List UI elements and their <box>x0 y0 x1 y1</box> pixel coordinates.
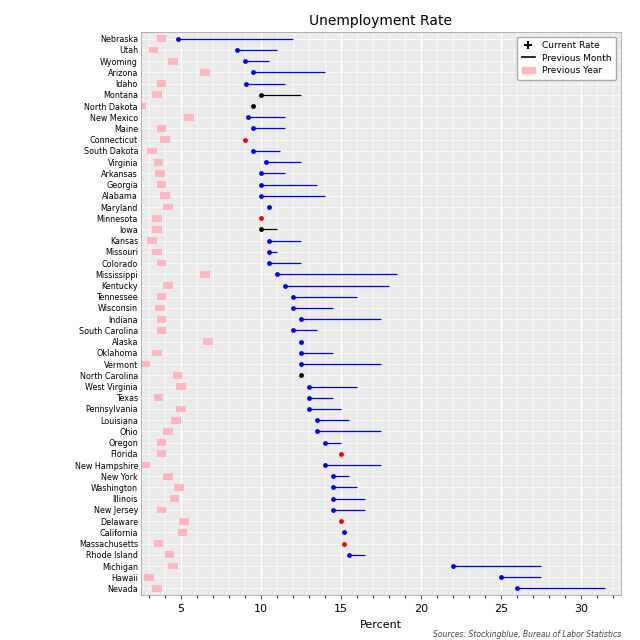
Bar <box>157 327 166 334</box>
Bar <box>184 114 193 120</box>
Bar <box>178 529 187 536</box>
Bar <box>152 226 161 233</box>
Bar <box>204 339 212 345</box>
Bar <box>160 136 170 143</box>
Bar <box>152 92 161 98</box>
Legend: Current Rate, Previous Month, Previous Year: Current Rate, Previous Month, Previous Y… <box>517 36 616 80</box>
Bar <box>152 585 161 592</box>
Bar <box>157 181 166 188</box>
X-axis label: Percent: Percent <box>360 620 402 630</box>
Bar <box>152 248 161 255</box>
Bar <box>149 47 159 53</box>
Bar <box>154 540 163 547</box>
Bar <box>141 361 150 367</box>
Bar <box>168 58 178 65</box>
Bar <box>157 507 166 513</box>
Bar <box>176 383 186 390</box>
Bar <box>157 293 166 300</box>
Bar <box>157 260 166 266</box>
Bar <box>163 282 173 289</box>
Bar <box>163 428 173 435</box>
Bar <box>157 35 166 42</box>
Bar <box>163 473 173 479</box>
Bar <box>144 574 154 580</box>
Bar <box>168 563 178 570</box>
Bar <box>172 417 180 424</box>
Bar <box>157 316 166 323</box>
Bar <box>200 69 210 76</box>
Bar <box>154 394 163 401</box>
Bar <box>154 159 163 166</box>
Text: Sources: Stockingblue, Bureau of Labor Statistics: Sources: Stockingblue, Bureau of Labor S… <box>433 630 621 639</box>
Bar <box>179 518 189 525</box>
Bar <box>157 439 166 446</box>
Bar <box>157 125 166 132</box>
Bar <box>156 305 165 311</box>
Bar <box>147 237 157 244</box>
Bar <box>147 148 157 154</box>
Bar <box>160 193 170 199</box>
Bar <box>170 495 179 502</box>
Bar <box>152 349 161 356</box>
Bar <box>136 102 146 109</box>
Bar <box>152 215 161 221</box>
Bar <box>165 552 174 558</box>
Bar <box>174 484 184 491</box>
Bar <box>141 461 150 468</box>
Bar <box>157 451 166 457</box>
Bar <box>163 204 173 211</box>
Bar <box>157 80 166 87</box>
Bar <box>173 372 182 379</box>
Bar <box>156 170 165 177</box>
Bar <box>200 271 210 278</box>
Bar <box>176 406 186 412</box>
Title: Unemployment Rate: Unemployment Rate <box>309 14 452 28</box>
